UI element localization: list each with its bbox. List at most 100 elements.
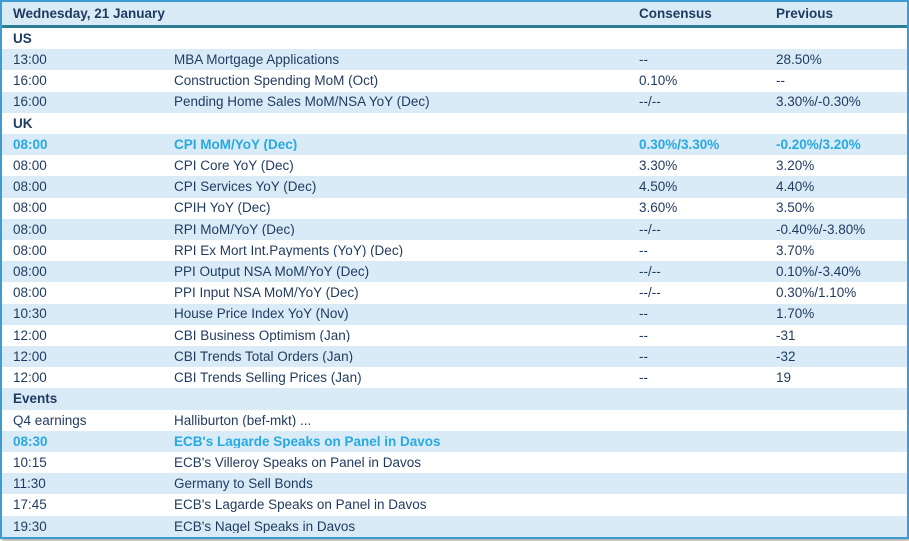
row-event: ECB's Lagarde Speaks on Panel in Davos: [174, 498, 427, 512]
calendar-row: 12:00 CBI Trends Total Orders (Jan) -- -32: [2, 346, 907, 368]
calendar-row: 08:00 CPI Services YoY (Dec) 4.50% 4.40%: [2, 176, 907, 198]
calendar-row: 08:00 CPI Core YoY (Dec) 3.30% 3.20%: [2, 155, 907, 176]
calendar-row: 12:00 CBI Business Optimism (Jan) -- -31: [2, 325, 907, 346]
row-previous: 19: [776, 370, 792, 386]
row-consensus: --/--: [639, 264, 661, 280]
calendar-row: 08:00 CPIH YoY (Dec) 3.60% 3.50%: [2, 198, 907, 219]
row-previous: -32: [776, 348, 796, 364]
calendar-row: 08:00 PPI Output NSA MoM/YoY (Dec) --/-- 0.…: [2, 261, 907, 283]
row-event: CPI Core YoY (Dec): [174, 159, 294, 173]
calendar-row: 11:30 Germany to Sell Bonds: [2, 473, 907, 495]
row-event: RPI MoM/YoY (Dec): [174, 222, 295, 237]
row-previous: -0.40%/-3.80%: [776, 221, 866, 237]
row-time: 12:00: [13, 348, 47, 364]
row-event: CPI MoM/YoY (Dec): [174, 137, 298, 152]
row-previous: -0.20%/3.20%: [776, 136, 861, 152]
calendar-row: 13:00 MBA Mortgage Applications -- 28.50%: [2, 49, 907, 71]
row-consensus: --/--: [639, 221, 661, 237]
table-header-row: Wednesday, 21 January Consensus Previous: [2, 2, 907, 28]
calendar-row: 16:00 Construction Spending MoM (Oct) 0.10…: [2, 70, 907, 91]
row-consensus: --: [639, 327, 648, 343]
row-consensus: --/--: [639, 94, 661, 110]
row-consensus: --: [639, 348, 648, 364]
row-previous: 3.20%: [776, 158, 815, 174]
row-previous: 0.10%/-3.40%: [776, 264, 861, 280]
row-previous: 0.30%/1.10%: [776, 285, 857, 301]
section-label: US: [13, 30, 32, 46]
row-event: PPI Input NSA MoM/YoY (Dec): [174, 286, 359, 300]
section-header-us: US: [2, 28, 907, 49]
row-time: 12:00: [13, 327, 47, 343]
row-event: PPI Output NSA MoM/YoY (Dec): [174, 265, 370, 279]
row-consensus: 3.30%: [639, 158, 678, 174]
row-consensus: --: [639, 370, 648, 386]
calendar-row: 08:00 RPI MoM/YoY (Dec) --/-- -0.40%/-3.80%: [2, 218, 907, 241]
row-event: ECB's Lagarde Speaks on Panel in Davos: [174, 434, 441, 449]
row-previous: 4.40%: [776, 179, 815, 195]
row-time: 08:00: [13, 242, 47, 258]
row-consensus: 0.30%/3.30%: [639, 136, 720, 152]
calendar-row: 12:00 CBI Trends Selling Prices (Jan) -- 19: [2, 367, 907, 388]
row-event: CBI Business Optimism (Jan): [174, 328, 351, 343]
row-event: Construction Spending MoM (Oct): [174, 74, 379, 88]
row-consensus: 0.10%: [639, 73, 678, 89]
row-event: ECB's Nagel Speaks in Davos: [174, 519, 356, 534]
row-event: MBA Mortgage Applications: [174, 53, 340, 67]
section-label: UK: [13, 115, 33, 131]
row-time: 08:00: [13, 285, 47, 301]
row-time: 08:00: [13, 264, 47, 280]
row-event: ECB's Villeroy Speaks on Panel in Davos: [174, 455, 421, 470]
row-time: 08:30: [13, 433, 48, 449]
calendar-row: 08:00 PPI Input NSA MoM/YoY (Dec) --/-- 0.3…: [2, 282, 907, 303]
row-time: 08:00: [13, 179, 47, 195]
column-header-previous: Previous: [776, 5, 834, 21]
section-header-uk: UK: [2, 113, 907, 134]
row-previous: 28.50%: [776, 52, 822, 68]
row-time: 17:45: [13, 497, 47, 513]
row-event: RPI Ex Mort Int.Payments (YoY) (Dec): [174, 243, 404, 258]
row-previous: 3.50%: [776, 200, 815, 216]
row-previous: 3.70%: [776, 242, 815, 258]
row-event: CPI Services YoY (Dec): [174, 180, 317, 194]
column-header-consensus: Consensus: [639, 5, 712, 21]
calendar-row: 08:00 RPI Ex Mort Int.Payments (YoY) (Dec…: [2, 240, 907, 261]
calendar-row: 08:00 CPI MoM/YoY (Dec) 0.30%/3.30% -0.20%/…: [2, 134, 907, 156]
row-time: Q4 earnings: [13, 412, 87, 428]
row-time: 19:30: [13, 518, 47, 534]
row-consensus: --/--: [639, 285, 661, 301]
row-event: Halliburton (bef-mkt) ...: [174, 413, 312, 427]
row-previous: 3.30%/-0.30%: [776, 94, 861, 110]
row-time: 08:00: [13, 136, 48, 152]
calendar-row: 10:30 House Price Index YoY (Nov) -- 1.70%: [2, 303, 907, 325]
row-time: 13:00: [13, 52, 47, 68]
row-consensus: 4.50%: [639, 179, 678, 195]
row-event: House Price Index YoY (Nov): [174, 307, 349, 321]
calendar-row: 19:30 ECB's Nagel Speaks in Davos: [2, 515, 907, 537]
row-time: 08:00: [13, 200, 47, 216]
calendar-row: 16:00 Pending Home Sales MoM/NSA YoY (Dec…: [2, 91, 907, 113]
row-consensus: 3.60%: [639, 200, 678, 216]
row-time: 11:30: [13, 476, 46, 492]
row-time: 16:00: [13, 73, 47, 89]
row-event: CBI Trends Total Orders (Jan): [174, 349, 354, 364]
row-event: Germany to Sell Bonds: [174, 477, 313, 491]
row-previous: --: [776, 73, 785, 89]
row-time: 10:30: [13, 306, 47, 322]
row-consensus: --: [639, 52, 648, 68]
table-body: US 13:00 MBA Mortgage Applications -- 28.50%…: [2, 28, 907, 537]
calendar-row: 10:15 ECB's Villeroy Speaks on Panel in D…: [2, 452, 907, 473]
row-consensus: --: [639, 242, 648, 258]
row-event: Pending Home Sales MoM/NSA YoY (Dec): [174, 95, 430, 109]
section-label: Events: [13, 391, 58, 407]
calendar-row: Q4 earnings Halliburton (bef-mkt) ...: [2, 410, 907, 431]
row-event: CBI Trends Selling Prices (Jan): [174, 371, 362, 385]
calendar-row: 17:45 ECB's Lagarde Speaks on Panel in Da…: [2, 494, 907, 515]
row-time: 08:00: [13, 158, 47, 174]
calendar-row: 08:30 ECB's Lagarde Speaks on Panel in Da…: [2, 430, 907, 453]
row-time: 12:00: [13, 370, 47, 386]
row-time: 10:15: [13, 454, 47, 470]
row-event: CPIH YoY (Dec): [174, 201, 271, 215]
row-time: 16:00: [13, 94, 47, 110]
